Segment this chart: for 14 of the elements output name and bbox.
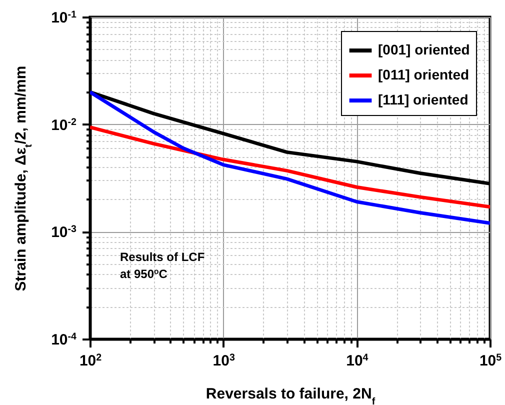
x-tick-label: 10$^{4}$ bbox=[346, 352, 369, 370]
y-tick-label: 10$^{-1}$ bbox=[51, 9, 78, 26]
x-axis-title: Reversals to failure, 2N$_{f}$ bbox=[206, 386, 376, 405]
y-tick-label: 10$^{-2}$ bbox=[51, 116, 78, 134]
legend-label: [111] oriented bbox=[378, 92, 468, 108]
annotation: Results of LCF bbox=[120, 250, 205, 264]
x-tick-label: 10$^{5}$ bbox=[479, 352, 502, 370]
y-tick-label: 10$^{-3}$ bbox=[51, 224, 78, 242]
legend-label: [011] oriented bbox=[378, 66, 470, 82]
legend-label: [001] oriented bbox=[378, 42, 470, 58]
x-tick-label: 10$^{2}$ bbox=[79, 352, 102, 370]
x-tick-label: 10$^{3}$ bbox=[212, 352, 236, 370]
y-tick-label: 10$^{-4}$ bbox=[51, 331, 78, 348]
annotation: at 950$^{o}$C bbox=[120, 266, 168, 281]
